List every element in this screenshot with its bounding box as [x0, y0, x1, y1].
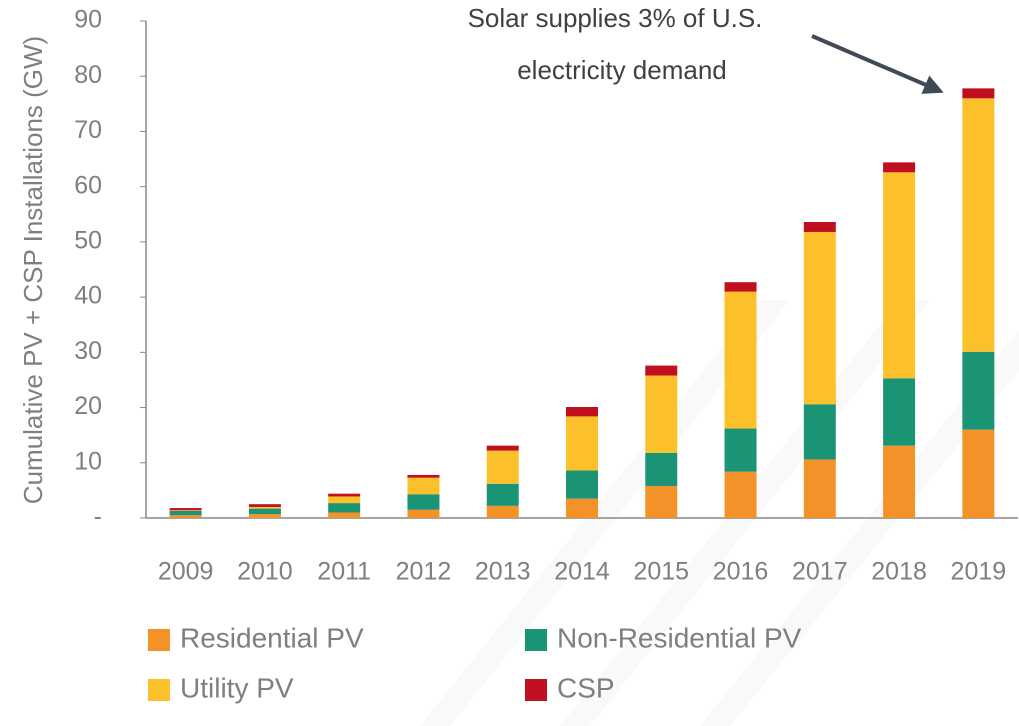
y-tick-label: 20	[74, 392, 102, 420]
bar-segment	[407, 509, 440, 518]
legend-swatch	[525, 679, 547, 701]
bar-segment	[566, 498, 598, 518]
y-tick-label: -	[94, 503, 102, 531]
legend-label: Residential PV	[180, 622, 364, 653]
bar-segment	[566, 470, 598, 499]
legend-label: Utility PV	[180, 672, 294, 703]
bar-segment	[645, 485, 678, 518]
bar-segment	[883, 172, 916, 379]
y-tick-label: 30	[74, 337, 102, 365]
bar-segment	[962, 429, 995, 518]
bar-segment	[486, 445, 519, 451]
bar-segment	[169, 510, 202, 511]
annotation-arrow	[811, 34, 944, 94]
y-axis-label: Cumulative PV + CSP Installations (GW)	[18, 36, 48, 504]
bar-segment	[645, 365, 678, 376]
y-tick-label: 90	[74, 6, 102, 34]
bar-segment	[407, 474, 440, 478]
bar-segment	[566, 407, 598, 417]
bar-segment	[803, 459, 836, 518]
x-tick-label: 2011	[317, 558, 371, 586]
bar-segment	[169, 515, 202, 518]
bar-segment	[407, 494, 440, 510]
x-tick-label: 2014	[554, 558, 610, 586]
bar-segment	[169, 510, 202, 516]
x-tick-label: 2015	[633, 558, 689, 586]
x-tick-label: 2013	[475, 558, 531, 586]
bar-segment	[724, 291, 757, 429]
bar-segment	[407, 477, 440, 495]
bar-segment	[328, 512, 361, 518]
bar-segment	[724, 428, 757, 472]
bar-segment	[486, 505, 519, 518]
bar-segment	[803, 231, 836, 405]
bar-segment	[486, 450, 519, 484]
bar-segment	[248, 506, 281, 509]
x-tick-label: 2018	[871, 558, 927, 586]
x-tick-label: 2017	[792, 558, 848, 586]
x-tick-label: 2016	[713, 558, 769, 586]
x-tick-label: 2019	[951, 558, 1007, 586]
bar-segment	[962, 98, 995, 352]
bar-segment	[803, 404, 836, 460]
bar-segment	[566, 416, 598, 471]
bar-segment	[248, 508, 281, 515]
bar-segment	[328, 496, 361, 504]
bar-segment	[328, 493, 361, 497]
y-tick-label: 10	[74, 447, 102, 475]
y-tick-label: 50	[74, 226, 102, 254]
x-tick-label: 2012	[396, 558, 452, 586]
legend-swatch	[525, 629, 547, 651]
bar-segment	[645, 375, 678, 453]
annotation-line: Solar supplies 3% of U.S.	[468, 3, 763, 33]
bar-segment	[962, 351, 995, 430]
y-tick-label: 60	[74, 171, 102, 199]
bar-segment	[169, 508, 202, 511]
legend-swatch	[148, 679, 170, 701]
y-tick-label: 70	[74, 116, 102, 144]
legend-label: Non-Residential PV	[557, 622, 802, 653]
bar-segment	[486, 483, 519, 506]
bar-segment	[883, 378, 916, 446]
bar-segment	[883, 162, 916, 173]
y-tick-label: 80	[74, 61, 102, 89]
bar-segment	[883, 445, 916, 518]
bar-segment	[248, 514, 281, 518]
bar-segment	[803, 222, 836, 232]
x-tick-label: 2009	[158, 558, 214, 586]
x-tick-label: 2010	[237, 558, 293, 586]
bar-segment	[248, 504, 281, 507]
bar-segment	[328, 503, 361, 513]
bar-segment	[962, 88, 995, 99]
y-tick-label: 40	[74, 282, 102, 310]
bar-segment	[645, 452, 678, 486]
legend-label: CSP	[557, 672, 615, 703]
annotation-line: electricity demand	[517, 55, 727, 85]
bar-segment	[724, 471, 757, 518]
legend-swatch	[148, 629, 170, 651]
bar-segment	[724, 282, 757, 292]
